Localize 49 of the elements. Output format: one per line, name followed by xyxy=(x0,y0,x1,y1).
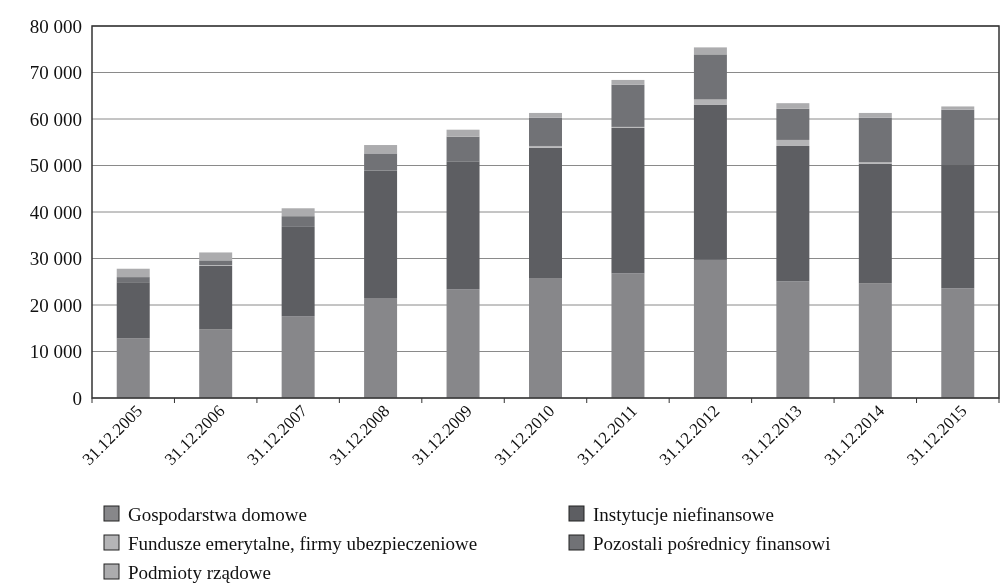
bar xyxy=(281,216,315,227)
bar xyxy=(529,147,562,279)
bar xyxy=(693,104,727,260)
y-tick-label: 0 xyxy=(72,387,82,409)
bar xyxy=(446,136,480,162)
bar xyxy=(281,208,315,217)
bar xyxy=(446,129,480,137)
bar xyxy=(776,145,810,282)
bar xyxy=(611,79,645,85)
bar xyxy=(941,106,975,110)
bar xyxy=(446,161,480,290)
y-tick-label: 70 000 xyxy=(29,62,82,84)
bar xyxy=(529,112,562,118)
y-tick-label: 60 000 xyxy=(29,108,82,130)
bar xyxy=(281,226,315,317)
bar xyxy=(364,170,398,299)
bar xyxy=(116,277,150,283)
bar xyxy=(776,103,810,109)
bar xyxy=(693,54,727,100)
bar xyxy=(693,47,727,55)
y-tick-label: 40 000 xyxy=(29,201,82,223)
bar xyxy=(611,84,645,127)
bar xyxy=(776,139,810,146)
legend-label: Fundusze emerytalne, firmy ubezpieczeniowe xyxy=(128,532,478,554)
legend-label: Pozostali pośrednicy finansowi xyxy=(593,532,831,554)
legend-label: Gospodarstwa domowe xyxy=(128,503,307,525)
bar xyxy=(199,265,233,330)
legend-label: Podmioty rządowe xyxy=(128,561,272,583)
y-tick-label: 50 000 xyxy=(29,155,82,177)
bar xyxy=(116,268,150,278)
bar xyxy=(858,163,892,284)
y-tick-label: 80 000 xyxy=(29,15,82,37)
bar xyxy=(776,108,810,140)
legend-label: Instytucje niefinansowe xyxy=(593,503,774,525)
bar xyxy=(858,112,892,118)
bar xyxy=(941,165,975,289)
y-tick-label: 10 000 xyxy=(29,341,82,363)
y-tick-label: 20 000 xyxy=(29,294,82,316)
bar xyxy=(199,252,233,261)
bar xyxy=(529,117,562,146)
bar xyxy=(858,117,892,163)
bar xyxy=(364,153,398,171)
bar xyxy=(693,99,727,105)
bar xyxy=(116,282,150,339)
bar xyxy=(941,109,975,166)
bar xyxy=(364,145,398,154)
y-tick-label: 30 000 xyxy=(29,248,82,270)
bar xyxy=(611,127,645,274)
bar xyxy=(199,260,233,266)
